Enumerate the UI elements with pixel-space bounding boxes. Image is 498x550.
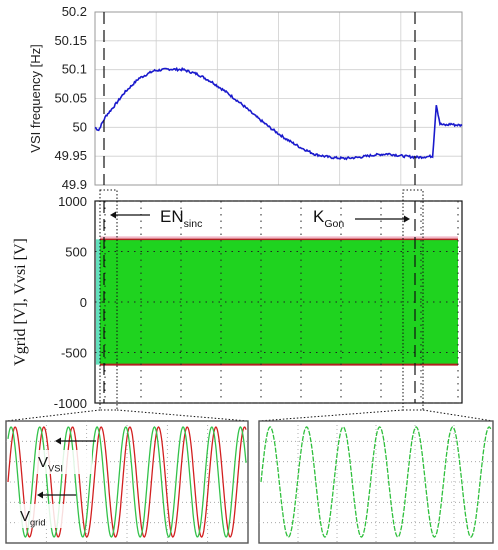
annotation-vvsi-subscript: VSI <box>48 464 63 474</box>
freq-ytick-label: 50.1 <box>62 62 87 77</box>
freq-plot-frame <box>94 11 463 186</box>
vvsi-upper-edge-glow <box>100 236 458 240</box>
inset-left-series-line-2 <box>7 426 247 538</box>
vgrid-envelope <box>100 239 458 365</box>
freq-ytick-label: 49.9 <box>62 177 87 192</box>
annotation-kgon: KGon <box>313 207 344 230</box>
vvsi-arrow-head <box>55 437 61 445</box>
zoom-connector <box>5 409 101 422</box>
freq-ylabel: VSI frequency [Hz] <box>28 44 43 152</box>
zoom-box-right <box>402 189 424 411</box>
zoom-connectors <box>5 409 494 422</box>
annotation-vgrid-subscript: grid <box>30 518 46 528</box>
annotation-vgrid-main: V <box>20 508 30 525</box>
freq-series-line <box>94 66 463 161</box>
freq-ytick-label: 50.2 <box>62 4 87 19</box>
ensinc-arrow-head <box>110 211 116 219</box>
annotation-ensinc-main: EN <box>160 207 184 226</box>
inset-left-series-line-1 <box>7 426 247 538</box>
voltage-chart: 1000 500 0 -500 -1000 Vgrid [V], Vvsi [V] ENsi… <box>12 189 463 411</box>
inset-right-series-line-1 <box>260 426 492 538</box>
volt-ytick-label: 1000 <box>58 194 87 209</box>
zoom-connector <box>116 409 249 422</box>
envelope-start-band <box>96 239 100 365</box>
volt-ytick-label: 0 <box>80 295 87 310</box>
freq-ytick-label: 50 <box>73 119 87 134</box>
volt-ytick-label: -1000 <box>54 396 87 411</box>
inset-right-chart <box>258 420 494 544</box>
zoom-connector <box>258 409 404 422</box>
kgon-arrow-head <box>404 215 410 223</box>
freq-ytick-label: 49.95 <box>54 148 87 163</box>
vgrid-label-bg <box>18 504 74 528</box>
zoom-connector <box>422 409 494 422</box>
annotation-ensinc-subscript: sinc <box>184 218 203 230</box>
annotation-ensinc: ENsinc <box>160 207 202 230</box>
annotation-vvsi: VVSI <box>38 454 63 474</box>
annotation-kgon-subscript: Gon <box>324 218 344 230</box>
vvsi-label-bg <box>36 450 92 474</box>
frequency-chart: 50.2 50.15 50.1 50.05 50 49.95 49.9 VSI frequen… <box>28 4 463 192</box>
annotation-vvsi-main: V <box>38 454 48 471</box>
vgrid-arrow-head <box>37 491 43 499</box>
volt-ytick-label: 500 <box>65 245 87 260</box>
freq-ytick-label: 50.15 <box>54 33 87 48</box>
annotation-vgrid: Vgrid <box>20 508 46 528</box>
volt-ytick-label: -500 <box>61 346 87 361</box>
annotation-kgon-main: K <box>313 207 325 226</box>
freq-ytick-label: 50.05 <box>54 91 87 106</box>
volt-ylabel: Vgrid [V], Vvsi [V] <box>12 238 29 366</box>
zoom-box-left <box>99 189 118 411</box>
